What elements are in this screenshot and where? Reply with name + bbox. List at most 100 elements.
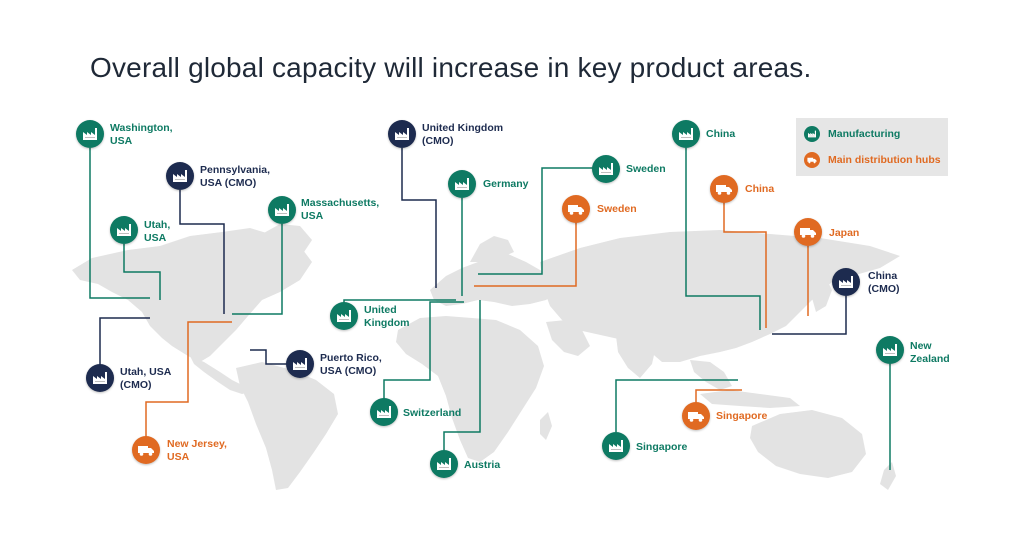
marker-label-line: Sweden xyxy=(626,163,666,175)
indonesia-shape xyxy=(700,390,800,408)
factory-icon xyxy=(602,432,630,460)
line-sweden-hub xyxy=(474,222,577,287)
marker-label-line: Puerto Rico, xyxy=(320,352,382,364)
southeast-asia-shape xyxy=(690,360,732,390)
marker-label-sweden-hub: Sweden xyxy=(597,203,637,216)
marker-label-line: China xyxy=(706,128,736,140)
scandinavia-shape xyxy=(470,236,514,262)
factory-icon xyxy=(330,302,358,330)
marker-label-line: Pennsylvania, xyxy=(200,164,271,176)
factory-icon xyxy=(166,162,194,190)
marker-label-line: United Kingdom xyxy=(422,122,504,134)
line-uk-cmo xyxy=(401,148,437,288)
factory-icon xyxy=(672,120,700,148)
marker-label-pennsylvania: Pennsylvania, USA (CMO) xyxy=(200,164,270,189)
marker-label-china-hub: China xyxy=(745,183,774,196)
factory-icon xyxy=(388,120,416,148)
factory-icon xyxy=(804,126,820,142)
marker-label-line: Utah, xyxy=(144,219,171,231)
marker-label-line: New Jersey, xyxy=(167,438,227,450)
line-switzerland xyxy=(383,301,464,410)
marker-label-austria: Austria xyxy=(464,459,500,472)
connector-lines xyxy=(89,148,891,470)
greenland-shape xyxy=(262,224,312,254)
marker-label-massachusetts: Massachusetts, USA xyxy=(301,197,379,222)
north-america-shape xyxy=(72,228,312,362)
marker-label-line: Massachusetts, xyxy=(301,197,380,209)
marker-label-line: Austria xyxy=(464,459,501,471)
factory-icon xyxy=(86,364,114,392)
marker-label-line: Kingdom xyxy=(364,316,410,329)
marker-label-line: Sweden xyxy=(597,203,637,215)
legend-item-manufacturing: Manufacturing xyxy=(804,126,900,142)
truck-icon xyxy=(682,402,710,430)
truck-icon xyxy=(132,436,160,464)
new-zealand-shape xyxy=(880,462,896,490)
line-new-jersey xyxy=(145,321,232,444)
line-massachusetts xyxy=(232,224,283,315)
arabia-shape xyxy=(546,320,590,356)
marker-label-line: (CMO) xyxy=(422,134,454,147)
marker-label-line: Washington, xyxy=(110,122,173,134)
marker-label-line: Germany xyxy=(483,178,529,190)
line-pennsylvania xyxy=(179,190,225,314)
truck-icon xyxy=(804,152,820,168)
marker-label-singapore-hub: Singapore xyxy=(716,410,767,423)
marker-label-line: USA xyxy=(110,134,133,147)
legend: Manufacturing Main distribution hubs xyxy=(796,118,948,176)
factory-icon xyxy=(876,336,904,364)
factory-icon xyxy=(430,450,458,478)
marker-label-new-zealand: New Zealand xyxy=(910,340,950,365)
page-title: Overall global capacity will increase in… xyxy=(90,52,812,83)
marker-label-line: Zealand xyxy=(910,352,950,365)
marker-label-switzerland: Switzerland xyxy=(403,407,461,420)
line-utah xyxy=(123,244,161,300)
europe-shape xyxy=(430,254,560,306)
marker-label-utah: Utah, USA xyxy=(144,219,170,244)
marker-label-japan: Japan xyxy=(829,227,859,240)
line-singapore-hub xyxy=(695,389,742,406)
marker-label-line: USA (CMO) xyxy=(200,176,257,189)
truck-icon xyxy=(794,218,822,246)
factory-icon xyxy=(448,170,476,198)
marker-label-uk: United Kingdom xyxy=(364,304,410,329)
factory-icon xyxy=(370,398,398,426)
marker-label-singapore-mfg: Singapore xyxy=(636,441,687,454)
factory-icon xyxy=(110,216,138,244)
marker-label-china-mfg: China xyxy=(706,128,735,141)
legend-label-manufacturing: Manufacturing xyxy=(828,128,901,140)
factory-icon xyxy=(286,350,314,378)
marker-label-line: United xyxy=(364,304,397,316)
africa-shape xyxy=(396,316,544,462)
line-austria xyxy=(443,300,481,458)
line-china-cmo xyxy=(772,296,847,335)
factory-icon xyxy=(268,196,296,224)
marker-label-line: Singapore xyxy=(636,441,688,453)
legend-item-distribution: Main distribution hubs xyxy=(804,152,941,168)
marker-label-germany: Germany xyxy=(483,178,529,191)
line-sweden-mfg xyxy=(478,167,606,275)
marker-label-line: USA (CMO) xyxy=(320,364,377,377)
marker-label-line: USA xyxy=(144,231,167,244)
marker-label-utah-cmo: Utah, USA (CMO) xyxy=(120,366,171,391)
line-china-mfg xyxy=(685,148,761,330)
marker-label-line: Utah, USA xyxy=(120,366,172,378)
marker-label-new-jersey: New Jersey, USA xyxy=(167,438,227,463)
india-shape xyxy=(616,336,656,378)
marker-label-line: (CMO) xyxy=(868,282,900,295)
line-singapore-mfg xyxy=(615,379,738,432)
marker-label-line: Singapore xyxy=(716,410,768,422)
factory-icon xyxy=(592,155,620,183)
truck-icon xyxy=(562,195,590,223)
legend-label-distribution: Main distribution hubs xyxy=(828,154,941,166)
central-america-shape xyxy=(190,356,250,394)
marker-label-china-cmo: China (CMO) xyxy=(868,270,900,295)
marker-label-washington: Washington, USA xyxy=(110,122,173,147)
line-utah-cmo xyxy=(99,317,150,368)
marker-label-line: (CMO) xyxy=(120,378,152,391)
marker-label-line: Switzerland xyxy=(403,407,462,419)
factory-icon xyxy=(832,268,860,296)
factory-icon xyxy=(76,120,104,148)
south-america-shape xyxy=(236,362,338,490)
